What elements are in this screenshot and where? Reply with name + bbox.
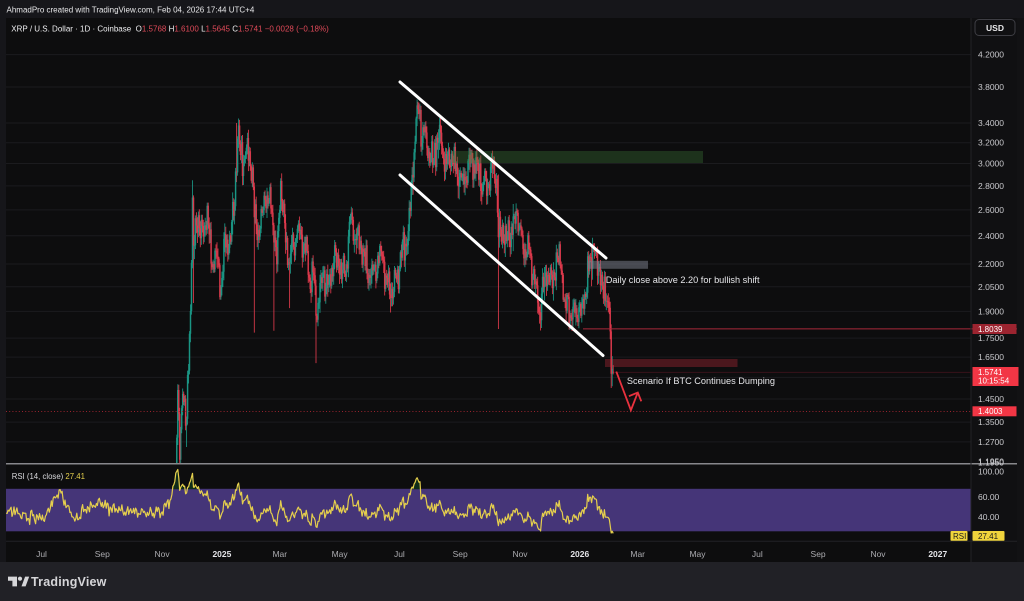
svg-text:Nov: Nov [512,549,528,559]
svg-text:3.8000: 3.8000 [978,82,1004,92]
svg-text:2.2000: 2.2000 [978,259,1004,269]
svg-text:1.4003: 1.4003 [978,407,1003,416]
svg-text:40.00: 40.00 [978,512,1000,522]
svg-text:27.41: 27.41 [978,532,999,541]
svg-text:Scenario If BTC Continues Dump: Scenario If BTC Continues Dumping [627,376,775,386]
svg-text:1.9000: 1.9000 [978,306,1004,316]
svg-text:2.0500: 2.0500 [978,282,1004,292]
svg-text:Sep: Sep [453,549,468,559]
svg-text:1.7500: 1.7500 [978,333,1004,343]
svg-text:2.8000: 2.8000 [978,181,1004,191]
svg-text:1.2700: 1.2700 [978,437,1004,447]
svg-text:May: May [332,549,349,559]
svg-text:Daily close above 2.20 for bul: Daily close above 2.20 for bullish shift [606,275,760,285]
svg-text:RSI (14, close) 27.41: RSI (14, close) 27.41 [12,472,85,481]
svg-text:3.2000: 3.2000 [978,138,1004,148]
svg-text:60.00: 60.00 [978,492,1000,502]
svg-text:2025: 2025 [212,549,231,559]
svg-text:Jul: Jul [36,549,47,559]
svg-text:Mar: Mar [272,549,287,559]
svg-text:USD: USD [986,23,1004,33]
svg-text:AhmadPro created with TradingV: AhmadPro created with TradingView.com, F… [7,5,255,14]
svg-text:RSI: RSI [953,532,966,541]
svg-text:1.6500: 1.6500 [978,352,1004,362]
svg-text:3.4000: 3.4000 [978,118,1004,128]
svg-text:Mar: Mar [630,549,645,559]
svg-text:10:15:54: 10:15:54 [978,377,1010,386]
svg-text:Nov: Nov [155,549,171,559]
svg-text:3.0000: 3.0000 [978,159,1004,169]
svg-text:Sep: Sep [811,549,826,559]
svg-text:2.6000: 2.6000 [978,205,1004,215]
svg-text:Jul: Jul [394,549,405,559]
svg-text:TradingView: TradingView [31,575,107,589]
svg-text:Sep: Sep [95,549,110,559]
svg-text:May: May [689,549,706,559]
svg-text:1.4500: 1.4500 [978,394,1004,404]
svg-text:Nov: Nov [870,549,886,559]
svg-text:1.5741: 1.5741 [978,368,1003,377]
svg-text:4.2000: 4.2000 [978,50,1004,60]
svg-text:XRP / U.S. Dollar · 1D · Coinb: XRP / U.S. Dollar · 1D · Coinbase O1.576… [11,24,329,33]
svg-text:100.00: 100.00 [978,466,1004,476]
svg-text:2027: 2027 [928,549,947,559]
svg-text:1.8039: 1.8039 [978,325,1003,334]
svg-text:1.1950: 1.1950 [978,458,1004,468]
svg-text:1.1950: 1.1950 [978,457,1004,467]
svg-text:Jul: Jul [752,549,763,559]
svg-text:1.3500: 1.3500 [978,417,1004,427]
svg-text:2.4000: 2.4000 [978,231,1004,241]
svg-text:2026: 2026 [570,549,589,559]
